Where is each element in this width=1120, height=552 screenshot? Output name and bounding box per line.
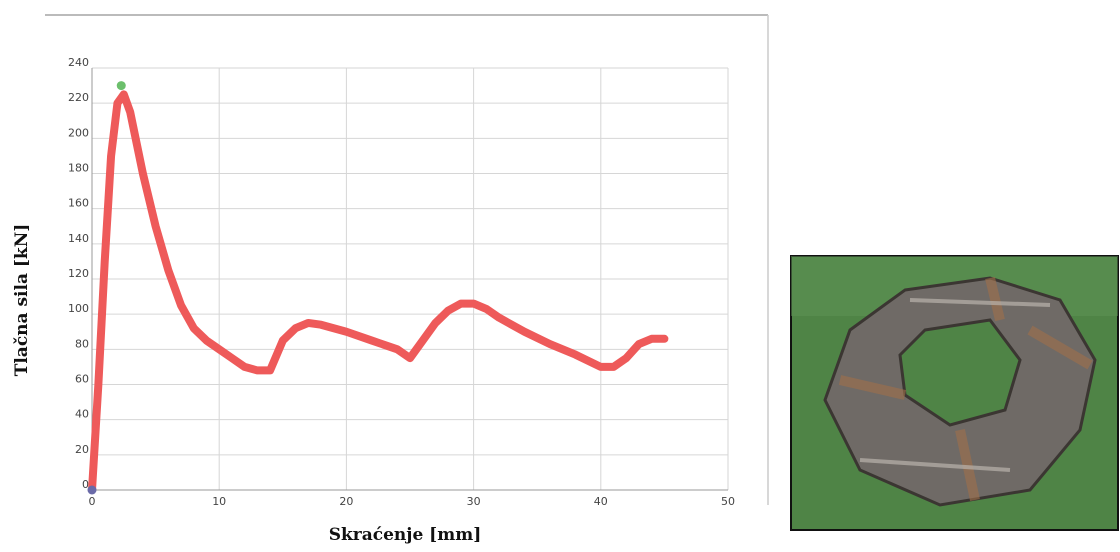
data-line xyxy=(88,90,669,494)
point-marker xyxy=(87,485,97,495)
y-tick-label: 100 xyxy=(68,302,89,315)
y-tick-label: 240 xyxy=(68,56,89,69)
x-tick-label: 50 xyxy=(721,495,735,508)
y-tick-label: 140 xyxy=(68,232,89,245)
y-tick-label: 160 xyxy=(68,197,89,210)
x-axis-label: Skraćenje [mm] xyxy=(329,525,482,545)
plot: 0 20 40 60 80 100 120 140 160 180 200 220 240 0 10 20 30… xyxy=(68,56,735,508)
photo xyxy=(790,255,1119,531)
y-axis-label: Tlačna sila [kN] xyxy=(12,224,32,377)
y-tick-label: 220 xyxy=(68,91,89,104)
photo-object xyxy=(823,276,1097,507)
x-tick-label: 40 xyxy=(594,495,608,508)
photo-highlight xyxy=(859,298,1051,472)
x-tick-label: 20 xyxy=(339,495,353,508)
photo-rust xyxy=(838,276,1093,502)
y-tick-label: 80 xyxy=(75,337,89,350)
y-tick-label: 20 xyxy=(75,443,89,456)
y-tick-label: 60 xyxy=(75,373,89,386)
x-tick-label: 10 xyxy=(212,495,226,508)
y-tick-label: 40 xyxy=(75,408,89,421)
y-tick-label: 180 xyxy=(68,162,89,175)
y-tick-label: 0 xyxy=(82,478,89,491)
x-tick-label: 0 xyxy=(89,495,96,508)
point-marker xyxy=(116,81,126,91)
y-tick-label: 120 xyxy=(68,267,89,280)
y-tick-label: 200 xyxy=(68,126,89,139)
x-tick-label: 30 xyxy=(467,495,481,508)
